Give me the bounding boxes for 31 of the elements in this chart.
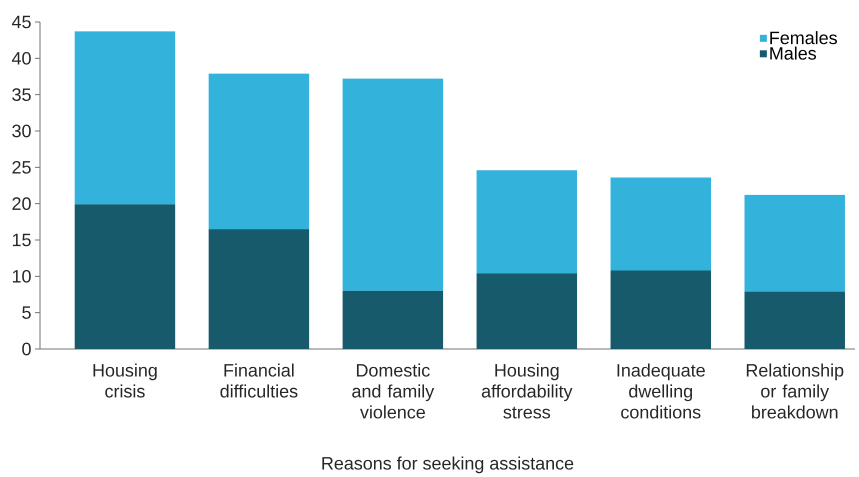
bar bbox=[208, 74, 310, 230]
bar bbox=[74, 204, 176, 349]
bar bbox=[744, 194, 845, 292]
x-tick-label: Housing affordability stress bbox=[482, 364, 572, 419]
bar bbox=[744, 292, 845, 349]
bar bbox=[74, 31, 176, 204]
x-tick-label: Financial difficulties bbox=[220, 364, 298, 398]
legend-label: Males bbox=[770, 46, 816, 60]
y-tick-label: 0 bbox=[22, 342, 31, 356]
x-axis-title: Reasons for seeking assistance bbox=[322, 456, 574, 474]
y-tick-label: 20 bbox=[12, 197, 31, 210]
x-tick-label: Inadequate dwelling conditions bbox=[618, 364, 705, 419]
bar bbox=[342, 290, 444, 349]
bar bbox=[208, 229, 310, 349]
y-tick-label: 25 bbox=[12, 160, 31, 174]
bar bbox=[342, 78, 444, 291]
bar bbox=[476, 273, 578, 349]
y-tick-label: 40 bbox=[12, 52, 31, 65]
y-tick-label: 30 bbox=[12, 124, 31, 138]
y-tick-label: 5 bbox=[22, 306, 31, 319]
bar bbox=[610, 177, 712, 271]
y-tick-label: 10 bbox=[12, 270, 31, 283]
bar bbox=[610, 270, 712, 349]
x-tick-label: Relationship or family breakdown bbox=[746, 364, 844, 419]
x-tick-label: Domestic and family violence bbox=[352, 364, 434, 419]
y-tick-label: 15 bbox=[12, 234, 31, 246]
x-tick-label: Housing crisis bbox=[94, 364, 157, 398]
bar bbox=[476, 170, 578, 274]
y-tick-label: 45 bbox=[12, 16, 31, 28]
legend-label: Females bbox=[770, 31, 837, 44]
y-tick-label: 35 bbox=[12, 88, 31, 101]
